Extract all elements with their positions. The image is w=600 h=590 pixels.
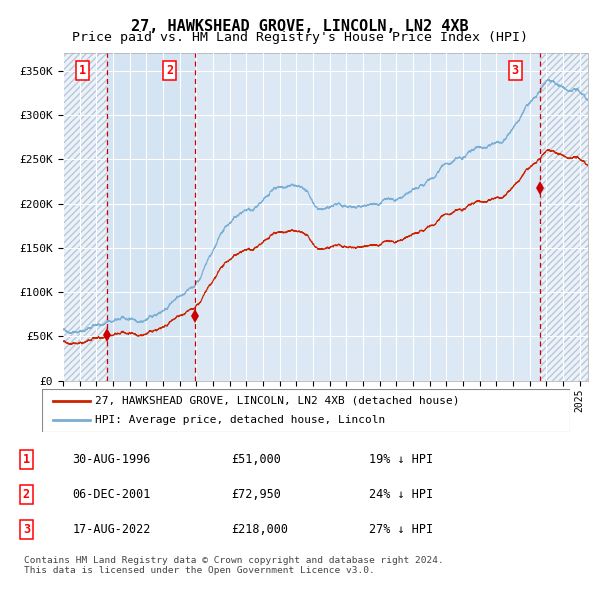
Bar — [540, 53, 588, 381]
Bar — [63, 53, 107, 381]
Bar — [540, 53, 588, 381]
Text: 27% ↓ HPI: 27% ↓ HPI — [369, 523, 433, 536]
Text: £51,000: £51,000 — [231, 453, 281, 466]
Text: 3: 3 — [23, 523, 30, 536]
Text: 27, HAWKSHEAD GROVE, LINCOLN, LN2 4XB: 27, HAWKSHEAD GROVE, LINCOLN, LN2 4XB — [131, 19, 469, 34]
Bar — [107, 53, 195, 381]
Text: 3: 3 — [512, 64, 518, 77]
Text: 24% ↓ HPI: 24% ↓ HPI — [369, 487, 433, 501]
Text: Contains HM Land Registry data © Crown copyright and database right 2024.
This d: Contains HM Land Registry data © Crown c… — [24, 556, 444, 575]
FancyBboxPatch shape — [42, 389, 570, 432]
Text: £72,950: £72,950 — [231, 487, 281, 501]
Text: 2: 2 — [23, 487, 30, 501]
Text: 2: 2 — [166, 64, 173, 77]
Bar — [63, 53, 107, 381]
Text: HPI: Average price, detached house, Lincoln: HPI: Average price, detached house, Linc… — [95, 415, 385, 425]
Text: 1: 1 — [79, 64, 86, 77]
Text: Price paid vs. HM Land Registry's House Price Index (HPI): Price paid vs. HM Land Registry's House … — [72, 31, 528, 44]
Text: 06-DEC-2001: 06-DEC-2001 — [73, 487, 151, 501]
Text: 17-AUG-2022: 17-AUG-2022 — [73, 523, 151, 536]
Text: 27, HAWKSHEAD GROVE, LINCOLN, LN2 4XB (detached house): 27, HAWKSHEAD GROVE, LINCOLN, LN2 4XB (d… — [95, 396, 460, 406]
Text: 19% ↓ HPI: 19% ↓ HPI — [369, 453, 433, 466]
Text: 30-AUG-1996: 30-AUG-1996 — [73, 453, 151, 466]
Text: £218,000: £218,000 — [231, 523, 288, 536]
Text: 1: 1 — [23, 453, 30, 466]
